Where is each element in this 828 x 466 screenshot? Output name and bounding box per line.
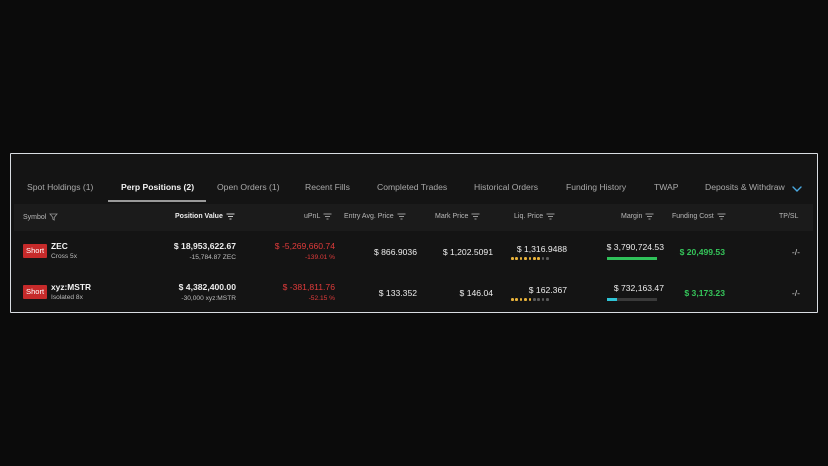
upnl-percent: -139.01 % <box>304 254 335 261</box>
entry-price: $ 133.352 <box>378 288 417 298</box>
tab-completed-trades[interactable]: Completed Trades <box>377 182 448 192</box>
position-value: $ 4,382,400.00 <box>178 282 236 292</box>
sort-icon[interactable] <box>645 213 654 220</box>
risk-dot <box>528 298 532 301</box>
risk-dot <box>519 257 523 260</box>
risk-dot <box>515 298 518 301</box>
tab-open-orders[interactable]: Open Orders (1) <box>217 182 280 192</box>
column-header-funding-cost[interactable]: Funding Cost <box>672 213 726 220</box>
tab-deposits-withdraw[interactable]: Deposits & Withdraw <box>705 182 785 192</box>
risk-dot <box>541 257 545 260</box>
tab-twap[interactable]: TWAP <box>654 182 679 192</box>
column-header-tpsl: TP/SL <box>779 213 799 220</box>
funding-cost: $ 20,499.53 <box>679 247 725 257</box>
margin-ratio-bar <box>607 257 657 260</box>
risk-dot <box>537 257 540 260</box>
positions-panel: Spot Holdings (1) Perp Positions (2) Ope… <box>10 153 818 313</box>
sort-icon[interactable] <box>717 213 726 220</box>
margin-ratio-bar <box>607 298 657 301</box>
tab-spot-holdings[interactable]: Spot Holdings (1) <box>27 182 94 192</box>
risk-dot <box>519 298 523 301</box>
margin-value: $ 732,163.47 <box>613 283 664 293</box>
symbol-name[interactable]: xyz:MSTR <box>51 282 92 292</box>
liq-price: $ 162.367 <box>528 285 567 295</box>
column-header-liq-price[interactable]: Liq. Price <box>514 213 555 220</box>
entry-price: $ 866.9036 <box>373 247 417 257</box>
sort-icon[interactable] <box>471 213 480 220</box>
upnl-value: $ -5,269,660.74 <box>274 241 335 251</box>
column-header-mark-price[interactable]: Mark Price <box>435 213 480 220</box>
table-header: Symbol Position Value uPnL Entry Avg. Pr… <box>14 204 813 231</box>
liq-risk-meter <box>511 257 549 260</box>
leverage-label: Isolated 8x <box>51 294 83 301</box>
mark-price: $ 1,202.5091 <box>442 247 493 257</box>
upnl-value: $ -381,811.76 <box>282 282 335 292</box>
risk-dot <box>511 298 514 301</box>
tab-historical-orders[interactable]: Historical Orders <box>474 182 538 192</box>
margin-ratio-fill <box>607 257 657 260</box>
position-size: -15,784.87 ZEC <box>189 254 236 261</box>
risk-dot <box>524 298 527 301</box>
risk-dot <box>532 298 536 301</box>
risk-dot <box>546 298 549 301</box>
liq-price: $ 1,316.9488 <box>516 244 567 254</box>
position-value: $ 18,953,622.67 <box>173 241 236 251</box>
sort-icon[interactable] <box>397 213 406 220</box>
table-row[interactable]: Short xyz:MSTR Isolated 8x $ 4,382,400.0… <box>14 273 813 313</box>
sort-icon[interactable] <box>546 213 555 220</box>
chevron-down-icon[interactable] <box>790 183 804 195</box>
tab-bar: Spot Holdings (1) Perp Positions (2) Ope… <box>11 154 817 203</box>
column-header-entry-price[interactable]: Entry Avg. Price <box>344 213 406 220</box>
risk-dot <box>541 298 545 301</box>
risk-dot <box>515 257 518 260</box>
risk-dot <box>537 298 540 301</box>
table-row[interactable]: Short ZEC Cross 5x $ 18,953,622.67 -15,7… <box>14 232 813 272</box>
risk-dot <box>511 257 514 260</box>
side-badge: Short <box>23 285 48 299</box>
column-header-margin[interactable]: Margin <box>621 213 654 220</box>
filter-icon[interactable] <box>49 213 59 221</box>
sort-icon[interactable] <box>226 213 235 220</box>
tpsl-value[interactable]: -/- <box>791 247 800 257</box>
side-badge: Short <box>23 244 48 258</box>
tab-perp-positions[interactable]: Perp Positions (2) <box>121 182 195 192</box>
tpsl-value[interactable]: -/- <box>791 288 800 298</box>
sort-icon[interactable] <box>323 213 332 220</box>
tab-recent-fills[interactable]: Recent Fills <box>305 182 350 192</box>
active-tab-indicator <box>108 200 206 202</box>
risk-dot <box>532 257 536 260</box>
symbol-name[interactable]: ZEC <box>51 241 68 251</box>
funding-cost: $ 3,173.23 <box>684 288 725 298</box>
column-header-position-value[interactable]: Position Value <box>175 213 235 220</box>
column-header-symbol[interactable]: Symbol <box>23 213 59 221</box>
risk-dot <box>524 257 527 260</box>
risk-dot <box>546 257 549 260</box>
column-header-upnl[interactable]: uPnL <box>304 213 332 220</box>
liq-risk-meter <box>511 298 549 301</box>
risk-dot <box>528 257 532 260</box>
mark-price: $ 146.04 <box>459 288 493 298</box>
tab-funding-history[interactable]: Funding History <box>566 182 627 192</box>
margin-value: $ 3,790,724.53 <box>606 242 664 252</box>
margin-ratio-fill <box>607 298 617 301</box>
leverage-label: Cross 5x <box>51 253 78 260</box>
upnl-percent: -52.15 % <box>308 295 335 302</box>
position-size: -30,000 xyz:MSTR <box>181 295 236 302</box>
